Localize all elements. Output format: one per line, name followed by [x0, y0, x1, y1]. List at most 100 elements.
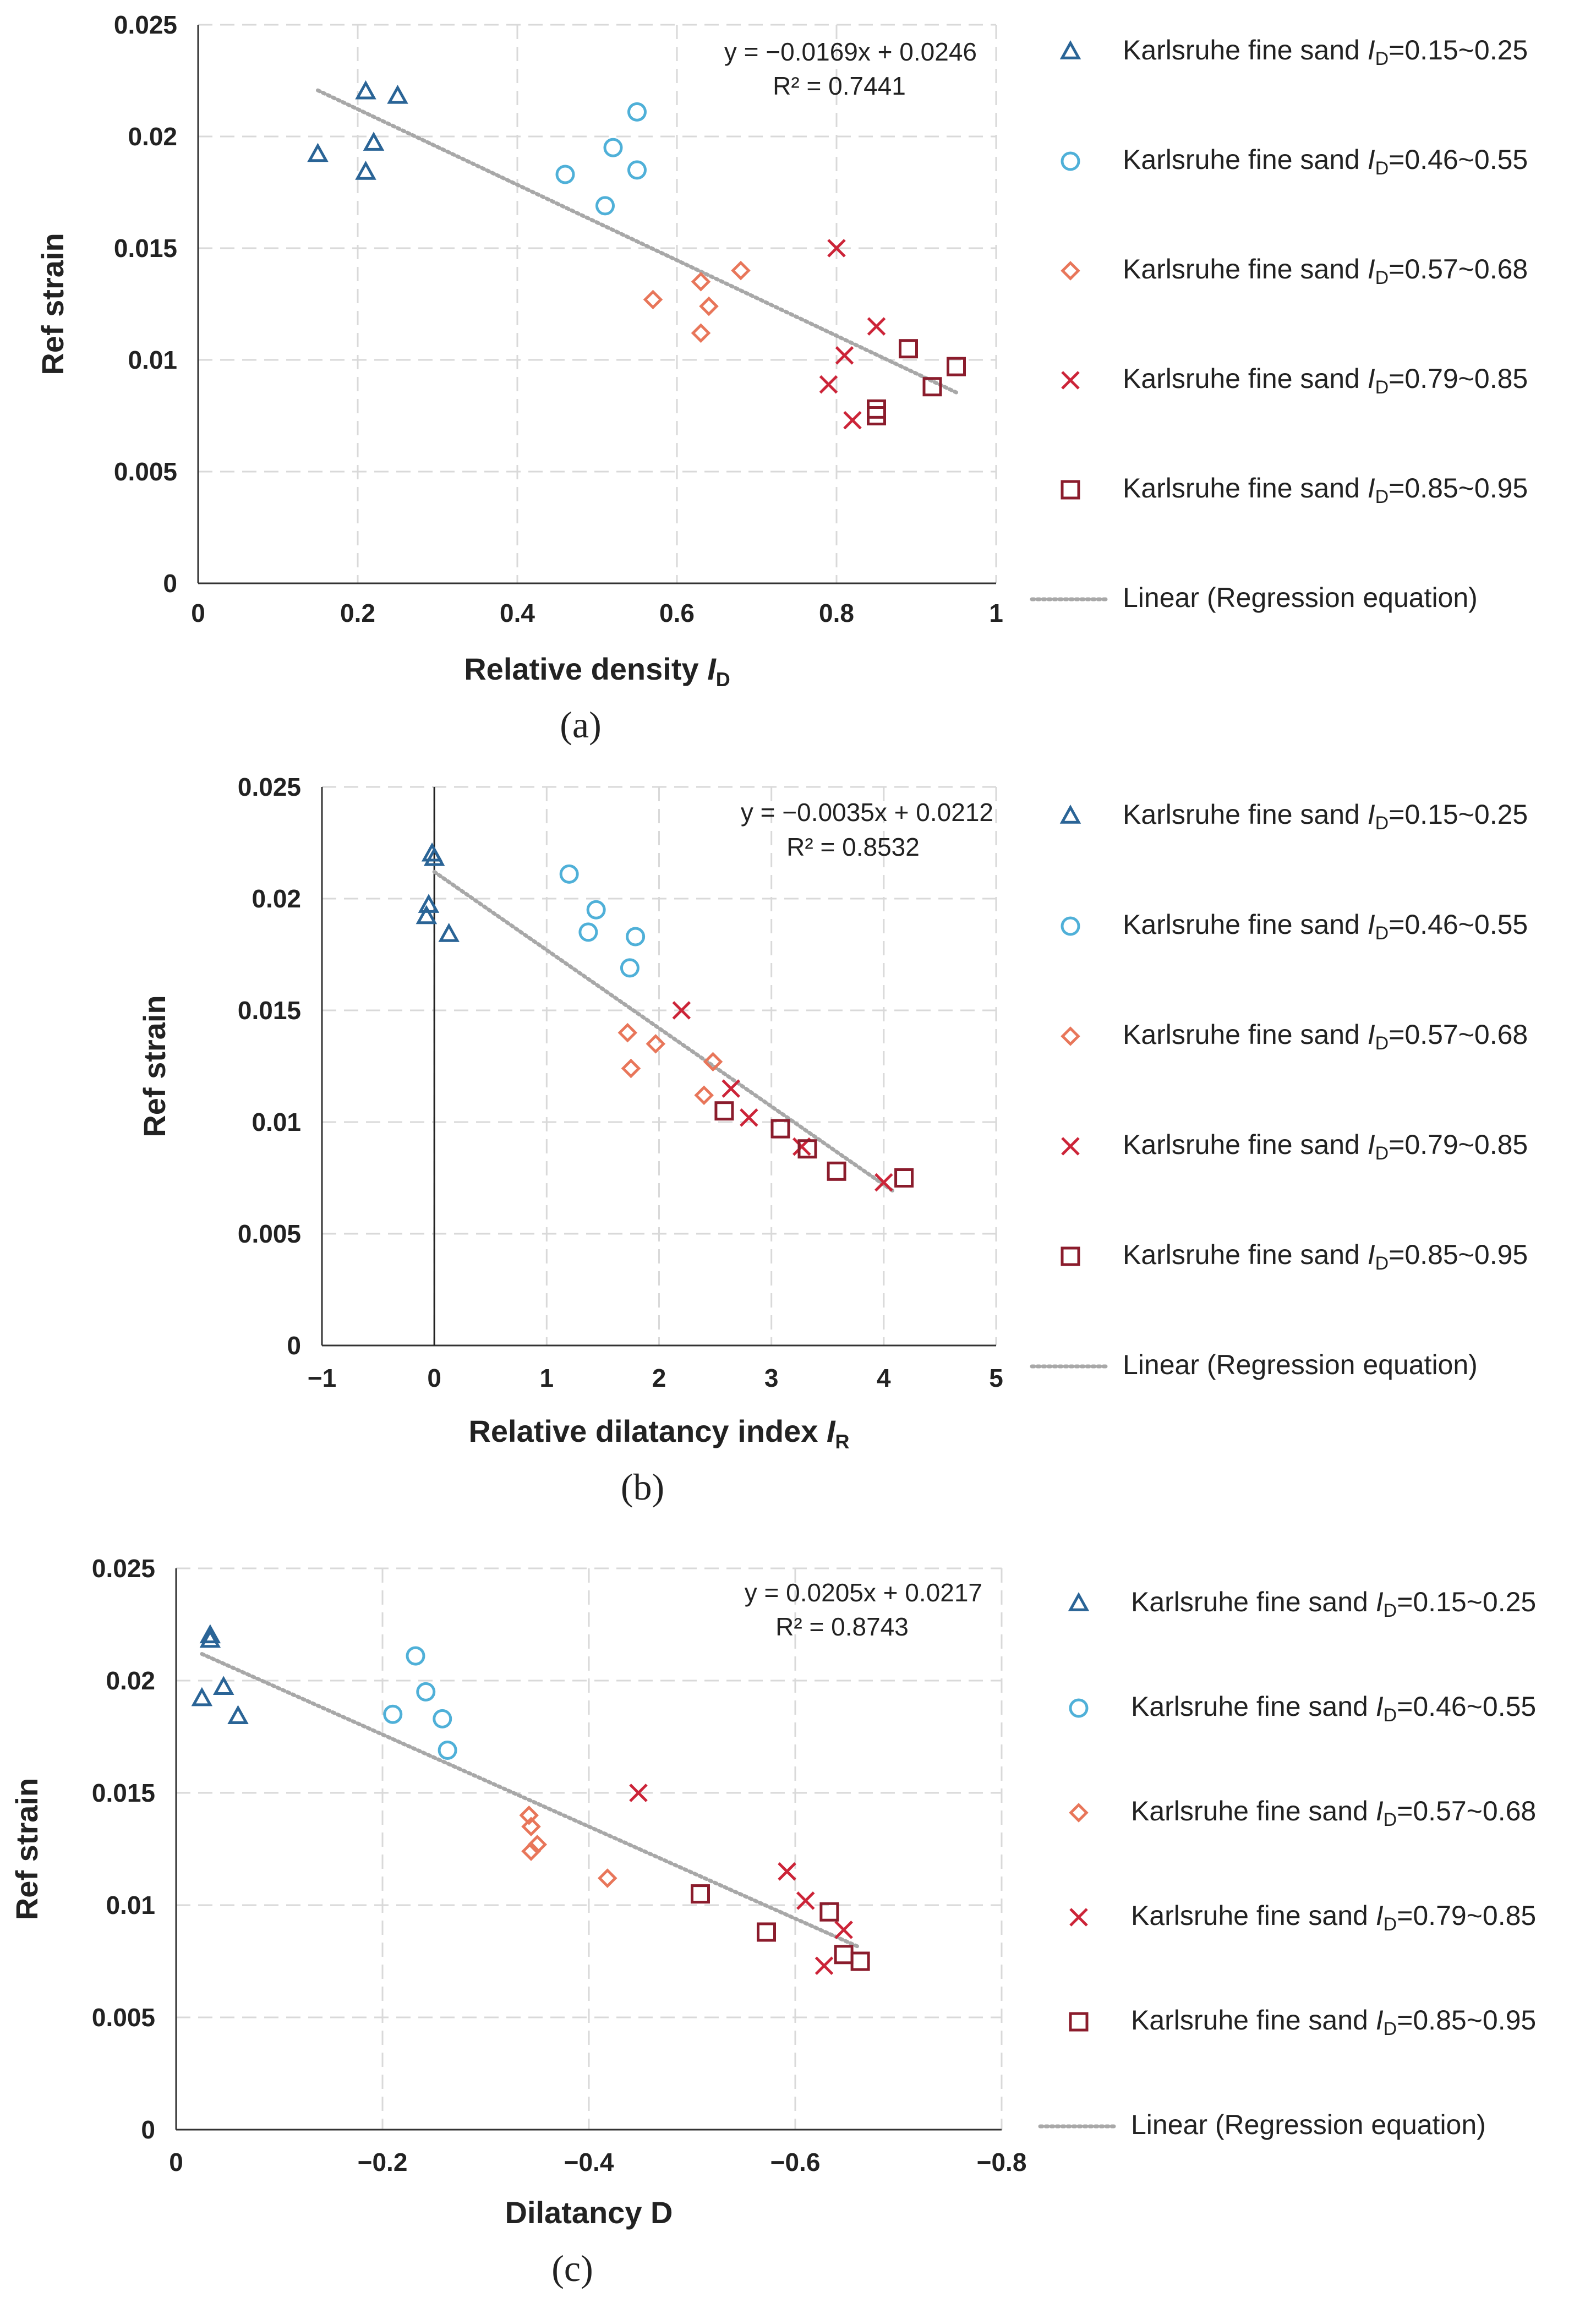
data-point: [827, 1161, 846, 1181]
legend-entry-var: I: [1368, 1239, 1375, 1270]
y-tick-label: 0.015: [92, 1779, 155, 1807]
data-point: [626, 927, 646, 947]
x-axis-title-text: Relative dilatancy index: [468, 1414, 826, 1448]
legend-entry: Karlsruhe fine sand ID=0.85~0.95: [1131, 2005, 1536, 2039]
legend-entry-var: I: [1368, 35, 1375, 65]
legend-entry-range: =0.79~0.85: [1397, 1900, 1536, 1931]
data-point: [899, 339, 918, 359]
x-tick-label: −0.8: [977, 2148, 1027, 2176]
legend-entry: Karlsruhe fine sand ID=0.46~0.55: [1123, 909, 1528, 944]
regression-equation: y = −0.0169x + 0.0246: [724, 37, 977, 66]
legend-entry-var: I: [1368, 1019, 1375, 1050]
regression-equation: y = 0.0205x + 0.0217: [745, 1578, 982, 1607]
legend-entry-var: I: [1376, 1900, 1384, 1931]
x-tick-label: 3: [764, 1364, 779, 1392]
data-point: [199, 1628, 221, 1648]
data-point: [770, 1119, 790, 1139]
trendline: [200, 1652, 859, 1949]
legend-entry-sub: D: [1375, 1143, 1389, 1164]
data-point: [691, 1884, 710, 1904]
data-point: [363, 132, 385, 151]
legend: Karlsruhe fine sand ID=0.15~0.25Karlsruh…: [1030, 35, 1528, 613]
x-axis-title: Dilatancy D: [505, 2195, 673, 2230]
data-point: [699, 296, 719, 316]
data-point: [199, 1624, 221, 1644]
data-point: [850, 1951, 870, 1971]
data-point: [627, 102, 647, 122]
legend-entry-sub: D: [1384, 1600, 1397, 1621]
legend-marker: [1059, 805, 1081, 824]
legend-entry: Karlsruhe fine sand ID=0.57~0.68: [1123, 254, 1528, 288]
legend-entry-text: Karlsruhe fine sand: [1123, 1019, 1368, 1050]
legend-entry: Karlsruhe fine sand ID=0.46~0.55: [1123, 144, 1528, 179]
data-point: [874, 1173, 893, 1192]
y-tick-label: 0.01: [106, 1891, 155, 1919]
legend-entry-text: Karlsruhe fine sand: [1123, 144, 1368, 175]
legend-entry-sub: D: [1375, 1033, 1389, 1054]
data-point: [355, 161, 376, 180]
series-5: [714, 1101, 914, 1188]
series-3: [519, 1806, 617, 1888]
data-point: [646, 1034, 666, 1054]
data-point: [383, 1704, 403, 1724]
data-point: [406, 1646, 425, 1666]
y-axis-title: Ref strain: [35, 233, 70, 375]
y-tick-label: 0.02: [128, 122, 177, 151]
data-point: [597, 1868, 617, 1888]
legend-marker: [1069, 1698, 1089, 1718]
x-tick-label: 1: [989, 599, 1003, 627]
y-tick-label: 0.005: [114, 457, 177, 486]
legend-entry-var: I: [1368, 1129, 1375, 1160]
legend-entry-range: =0.15~0.25: [1389, 35, 1528, 65]
trendline: [432, 869, 897, 1195]
data-point: [418, 894, 440, 913]
legend-entry-text: Karlsruhe fine sand: [1131, 1691, 1376, 1722]
y-tick-label: 0.015: [238, 996, 301, 1025]
data-point: [834, 1945, 854, 1965]
legend-entry-range: =0.46~0.55: [1397, 1691, 1536, 1722]
legend-entry-sub: D: [1375, 377, 1389, 398]
panel-caption: (a): [560, 704, 601, 746]
legend-entry-range: =0.85~0.95: [1397, 2005, 1536, 2036]
legend-entry-range: =0.79~0.85: [1389, 363, 1528, 394]
x-tick-label: 0: [191, 599, 205, 627]
data-point: [416, 905, 438, 925]
legend-marker: [1069, 1908, 1088, 1927]
legend-entry: Karlsruhe fine sand ID=0.57~0.68: [1123, 1019, 1528, 1054]
legend-trend-label: Linear (Regression equation): [1123, 1349, 1478, 1380]
data-point: [797, 1139, 817, 1159]
chart-panel-b: −1 0 1 2 3 4 500.0050.010.0150.020.025Relative…: [137, 773, 1528, 1508]
data-point: [527, 1835, 548, 1855]
data-point: [691, 272, 711, 292]
legend: Karlsruhe fine sand ID=0.15~0.25Karlsruh…: [1038, 1587, 1536, 2140]
legend-entry: Karlsruhe fine sand ID=0.79~0.85: [1123, 363, 1528, 398]
x-tick-label: 4: [877, 1364, 891, 1392]
legend-entry-sub: D: [1375, 48, 1389, 69]
data-point: [521, 1817, 541, 1836]
x-tick-label: 1: [540, 1364, 554, 1392]
x-tick-label: 5: [989, 1364, 1003, 1392]
panel-caption: (c): [551, 2247, 593, 2289]
legend-entry-text: Karlsruhe fine sand: [1123, 1129, 1368, 1160]
legend-entry-range: =0.15~0.25: [1389, 799, 1528, 830]
x-tick-label: 0.8: [819, 599, 854, 627]
data-point: [731, 260, 751, 281]
data-point: [433, 1709, 452, 1728]
x-tick-label: 0: [427, 1364, 441, 1392]
legend-entry-text: Karlsruhe fine sand: [1123, 799, 1368, 830]
legend-marker: [1061, 1137, 1080, 1156]
legend-marker: [1069, 1803, 1089, 1823]
y-tick-label: 0.01: [252, 1108, 301, 1136]
y-tick-label: 0.005: [238, 1219, 301, 1248]
data-point: [691, 323, 711, 343]
legend-entry-sub: D: [1384, 1914, 1397, 1935]
series-4: [629, 1784, 853, 1975]
data-point: [947, 357, 966, 376]
series-1: [191, 1624, 249, 1725]
legend-entry: Karlsruhe fine sand ID=0.15~0.25: [1123, 799, 1528, 834]
x-axis-title-text: Dilatancy D: [505, 2195, 673, 2230]
data-point: [714, 1101, 734, 1121]
data-point: [643, 289, 663, 310]
data-point: [819, 1902, 839, 1922]
